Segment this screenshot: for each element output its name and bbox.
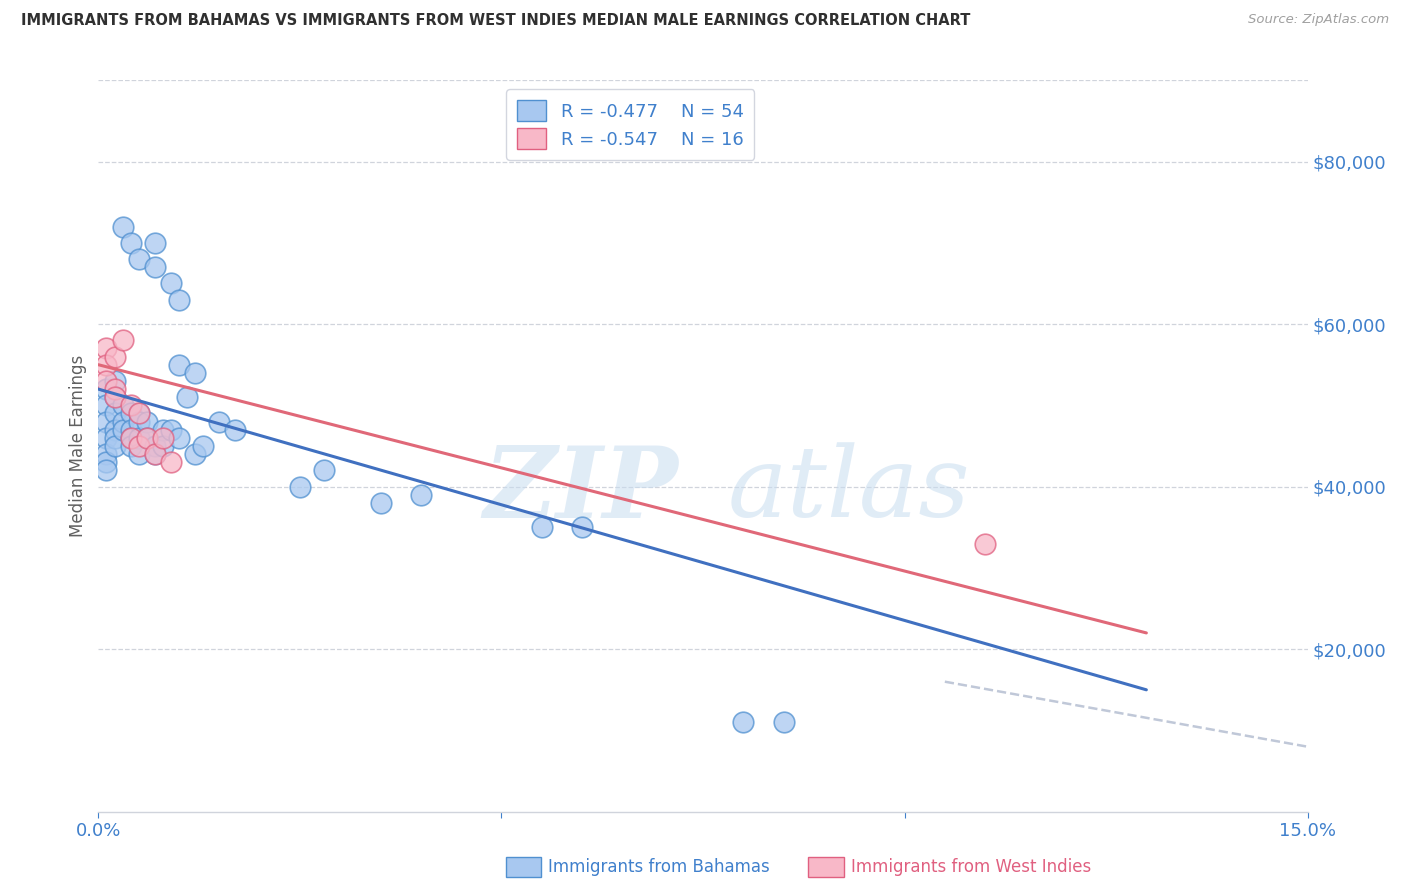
Point <box>152 439 174 453</box>
Point <box>103 374 125 388</box>
Point <box>208 415 231 429</box>
Point <box>160 455 183 469</box>
Point <box>96 431 118 445</box>
Point <box>128 407 150 421</box>
Point <box>135 431 157 445</box>
Point <box>152 423 174 437</box>
Point <box>128 447 150 461</box>
Point <box>103 382 125 396</box>
Point <box>184 447 207 461</box>
Point <box>120 423 142 437</box>
Point <box>96 463 118 477</box>
Point <box>143 260 166 275</box>
Point <box>167 431 190 445</box>
Point <box>143 447 166 461</box>
Legend: R = -0.477    N = 54, R = -0.547    N = 16: R = -0.477 N = 54, R = -0.547 N = 16 <box>506 89 755 160</box>
Point <box>96 415 118 429</box>
Text: Immigrants from West Indies: Immigrants from West Indies <box>851 858 1091 876</box>
Point <box>120 431 142 445</box>
Point <box>288 480 311 494</box>
Point <box>96 382 118 396</box>
Point <box>314 463 336 477</box>
Point <box>135 415 157 429</box>
Point <box>530 520 553 534</box>
Point <box>96 374 118 388</box>
Point <box>103 350 125 364</box>
Point <box>143 235 166 250</box>
Point <box>111 219 134 234</box>
Point <box>176 390 198 404</box>
Point <box>120 431 142 445</box>
Point <box>974 536 997 550</box>
Point <box>96 455 118 469</box>
Point <box>128 415 150 429</box>
Point <box>143 447 166 461</box>
Point <box>167 358 190 372</box>
Point <box>128 252 150 266</box>
Point <box>772 715 794 730</box>
Text: Source: ZipAtlas.com: Source: ZipAtlas.com <box>1249 13 1389 27</box>
Point <box>224 423 246 437</box>
Point <box>193 439 215 453</box>
Point <box>103 431 125 445</box>
Point <box>152 431 174 445</box>
Point <box>571 520 593 534</box>
Point <box>135 431 157 445</box>
Text: IMMIGRANTS FROM BAHAMAS VS IMMIGRANTS FROM WEST INDIES MEDIAN MALE EARNINGS CORR: IMMIGRANTS FROM BAHAMAS VS IMMIGRANTS FR… <box>21 13 970 29</box>
Point <box>96 447 118 461</box>
Point <box>103 423 125 437</box>
Point <box>143 439 166 453</box>
Point <box>111 398 134 412</box>
Point <box>120 407 142 421</box>
Point <box>160 277 183 291</box>
Point <box>103 439 125 453</box>
Point <box>370 496 392 510</box>
Point <box>96 398 118 412</box>
Point <box>111 423 134 437</box>
Text: atlas: atlas <box>727 442 970 538</box>
Point <box>120 235 142 250</box>
Point <box>733 715 755 730</box>
Point <box>160 423 183 437</box>
Point <box>103 407 125 421</box>
Text: ZIP: ZIP <box>484 442 679 538</box>
Point <box>409 488 432 502</box>
Point <box>103 390 125 404</box>
Point <box>111 415 134 429</box>
Text: Immigrants from Bahamas: Immigrants from Bahamas <box>548 858 770 876</box>
Point <box>103 390 125 404</box>
Point <box>167 293 190 307</box>
Point <box>120 439 142 453</box>
Point <box>111 334 134 348</box>
Point <box>128 439 150 453</box>
Point <box>96 358 118 372</box>
Point <box>120 398 142 412</box>
Point <box>184 366 207 380</box>
Point <box>128 431 150 445</box>
Point <box>96 342 118 356</box>
Point <box>128 407 150 421</box>
Y-axis label: Median Male Earnings: Median Male Earnings <box>69 355 87 537</box>
